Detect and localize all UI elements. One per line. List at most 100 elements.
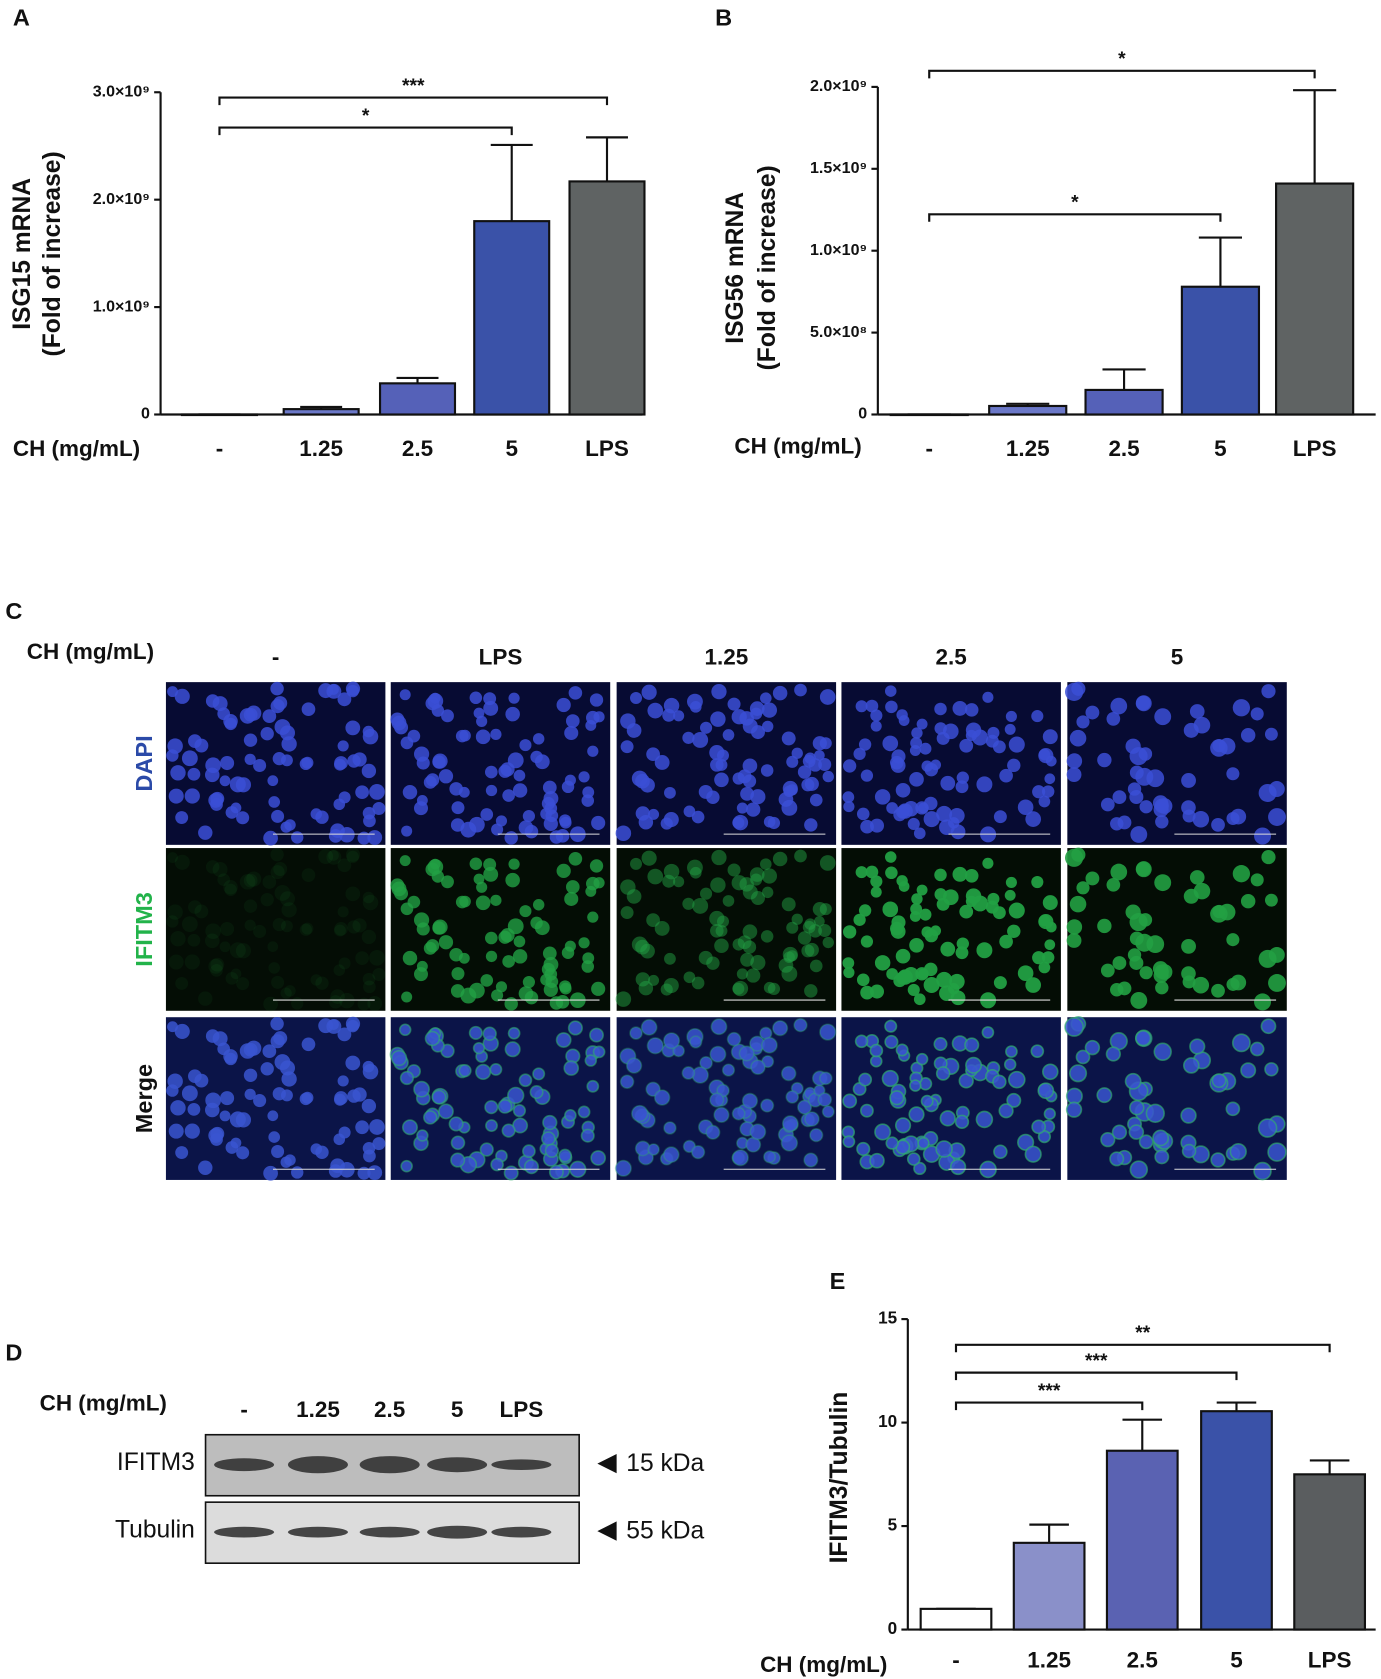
cell bbox=[508, 858, 520, 870]
column-label: 5 bbox=[1171, 645, 1184, 670]
cell bbox=[401, 991, 413, 1003]
cell bbox=[882, 735, 899, 752]
cell bbox=[1240, 728, 1256, 743]
cell bbox=[870, 1044, 883, 1057]
cell bbox=[270, 681, 284, 696]
cell-rim bbox=[869, 1043, 884, 1058]
cell bbox=[992, 1075, 1006, 1089]
cell-rim bbox=[917, 1136, 930, 1150]
cell bbox=[475, 895, 491, 911]
cell bbox=[279, 725, 296, 741]
cell-rim bbox=[1100, 1131, 1116, 1148]
cell bbox=[363, 1149, 376, 1163]
cell bbox=[271, 809, 285, 823]
cell bbox=[919, 908, 932, 921]
cell bbox=[1106, 1047, 1121, 1061]
cell bbox=[1230, 1143, 1247, 1160]
cell bbox=[220, 921, 235, 937]
cell bbox=[284, 985, 296, 997]
cell bbox=[498, 1099, 512, 1114]
cell bbox=[641, 850, 657, 866]
cell bbox=[1154, 874, 1172, 892]
cell-rim bbox=[390, 1049, 408, 1067]
micrograph bbox=[1064, 1016, 1287, 1181]
cell bbox=[992, 740, 1006, 754]
y-tick-label: 1.5×10⁹ bbox=[810, 159, 867, 177]
cell bbox=[936, 971, 953, 988]
cell bbox=[843, 1136, 855, 1148]
cell bbox=[1189, 704, 1205, 719]
cell bbox=[504, 831, 518, 845]
cell bbox=[700, 887, 713, 900]
cell-rim bbox=[760, 1036, 778, 1054]
cell bbox=[284, 1154, 296, 1166]
cell bbox=[895, 1118, 911, 1133]
cell bbox=[362, 725, 375, 738]
cell bbox=[895, 782, 911, 798]
x-axis-label: CH (mg/mL) bbox=[13, 436, 140, 461]
cell bbox=[819, 737, 832, 750]
significance-label: *** bbox=[1085, 1351, 1108, 1372]
cell bbox=[965, 888, 982, 904]
cell bbox=[334, 924, 346, 937]
cell-rim bbox=[542, 1114, 558, 1131]
cell bbox=[760, 1099, 774, 1112]
cell bbox=[401, 1160, 413, 1172]
cell bbox=[483, 1027, 497, 1041]
cell-rim bbox=[1152, 1129, 1170, 1147]
cell bbox=[1240, 893, 1256, 909]
cell bbox=[1076, 1050, 1090, 1064]
cell bbox=[217, 873, 231, 887]
cell bbox=[934, 888, 947, 901]
cell bbox=[541, 962, 555, 976]
cell bbox=[654, 755, 670, 770]
cell bbox=[683, 805, 696, 818]
cell-rim bbox=[881, 1069, 899, 1088]
cell bbox=[860, 769, 874, 782]
cell bbox=[722, 895, 735, 907]
cell bbox=[352, 1087, 367, 1102]
significance-bracket bbox=[928, 69, 1316, 79]
cell bbox=[469, 1026, 483, 1040]
cell bbox=[391, 715, 407, 731]
cell-rim bbox=[398, 1023, 412, 1037]
cell-rim bbox=[590, 1150, 607, 1166]
cell bbox=[205, 860, 220, 874]
cell bbox=[578, 1106, 590, 1118]
cell bbox=[918, 1137, 929, 1149]
cell bbox=[909, 1080, 921, 1092]
cell bbox=[1261, 1019, 1276, 1034]
micrograph bbox=[615, 682, 837, 845]
band bbox=[214, 1458, 275, 1472]
cell bbox=[337, 692, 352, 707]
cell bbox=[1152, 961, 1169, 977]
cell bbox=[522, 1145, 535, 1158]
cell bbox=[338, 957, 351, 970]
cell bbox=[1129, 1100, 1144, 1115]
cell bbox=[1065, 682, 1084, 701]
cell bbox=[167, 686, 178, 698]
cell bbox=[959, 738, 974, 753]
cell bbox=[181, 750, 198, 767]
cell bbox=[1129, 1125, 1144, 1140]
cell-rim bbox=[512, 1104, 527, 1118]
cell bbox=[564, 1061, 579, 1076]
cell bbox=[822, 1105, 834, 1118]
cell bbox=[1226, 933, 1240, 947]
cell-rim bbox=[709, 1092, 725, 1108]
cell bbox=[441, 875, 454, 889]
cell bbox=[372, 967, 386, 981]
cell bbox=[663, 697, 680, 714]
cell-rim bbox=[998, 1103, 1014, 1119]
cell bbox=[542, 1115, 557, 1130]
cell bbox=[355, 1120, 369, 1135]
cell bbox=[809, 959, 823, 973]
cell bbox=[175, 1146, 189, 1160]
cell bbox=[761, 720, 774, 733]
cell bbox=[630, 691, 643, 704]
cell bbox=[450, 818, 465, 832]
cell-rim bbox=[497, 1098, 513, 1114]
cell bbox=[682, 1066, 695, 1080]
cell bbox=[1031, 710, 1044, 723]
cell bbox=[1005, 876, 1017, 888]
